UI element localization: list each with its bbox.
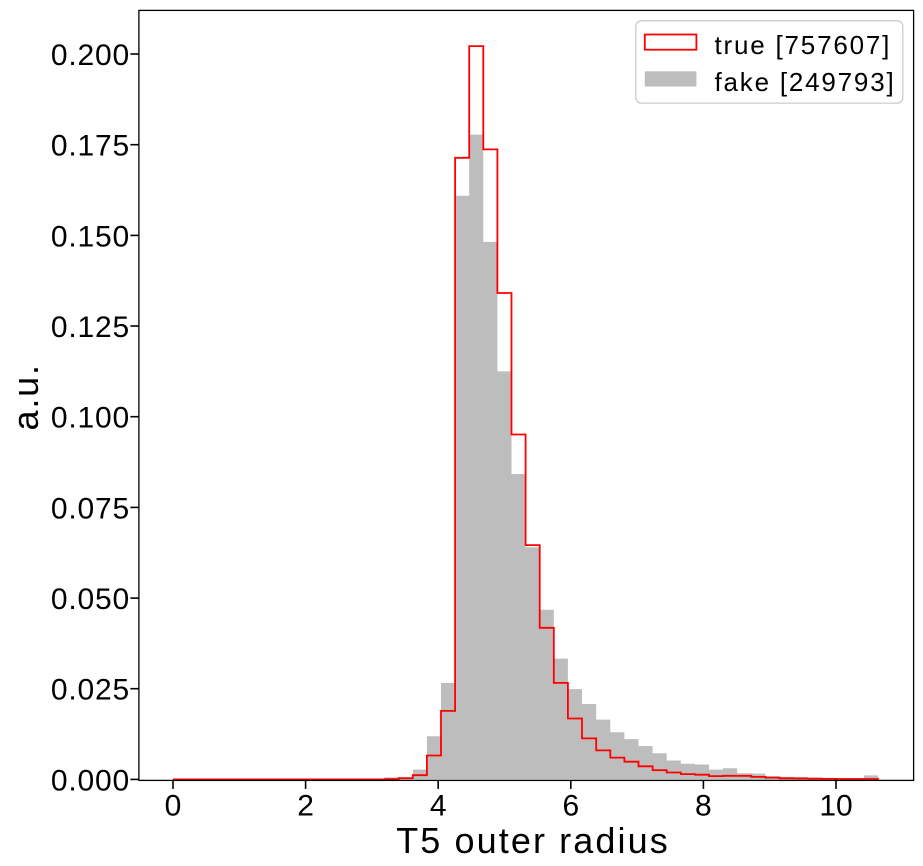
svg-text:0.175: 0.175	[51, 130, 130, 163]
svg-text:T5 outer radius: T5 outer radius	[396, 820, 670, 861]
svg-text:0.075: 0.075	[51, 492, 130, 525]
svg-text:true [757607]: true [757607]	[715, 30, 892, 60]
svg-text:4: 4	[430, 790, 447, 823]
svg-text:fake [249793]: fake [249793]	[715, 67, 896, 97]
svg-text:0.150: 0.150	[51, 220, 130, 253]
svg-text:0.050: 0.050	[51, 583, 130, 616]
svg-text:a.u.: a.u.	[5, 363, 46, 430]
svg-text:0.200: 0.200	[51, 39, 130, 72]
svg-text:0.000: 0.000	[51, 764, 130, 797]
svg-text:8: 8	[695, 790, 712, 823]
svg-text:0.125: 0.125	[51, 311, 130, 344]
svg-text:0.025: 0.025	[51, 674, 130, 707]
svg-text:0: 0	[165, 790, 182, 823]
svg-text:2: 2	[297, 790, 314, 823]
svg-text:10: 10	[819, 790, 852, 823]
svg-text:0.100: 0.100	[51, 402, 130, 435]
svg-text:6: 6	[562, 790, 579, 823]
